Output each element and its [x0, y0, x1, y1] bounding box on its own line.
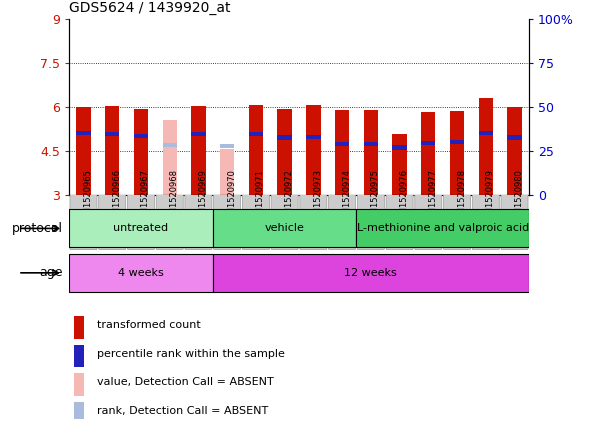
FancyBboxPatch shape: [501, 195, 528, 250]
Bar: [364, 142, 378, 146]
FancyBboxPatch shape: [213, 195, 240, 250]
FancyBboxPatch shape: [99, 195, 126, 250]
Bar: [76, 107, 91, 195]
FancyBboxPatch shape: [70, 195, 97, 250]
Text: GSM1520965: GSM1520965: [84, 169, 93, 225]
Text: GSM1520973: GSM1520973: [313, 169, 322, 225]
Text: GSM1520966: GSM1520966: [112, 169, 121, 225]
Text: transformed count: transformed count: [97, 320, 201, 330]
Bar: [335, 110, 349, 195]
Text: age: age: [40, 266, 63, 279]
FancyBboxPatch shape: [415, 195, 442, 250]
Bar: [249, 132, 263, 136]
FancyBboxPatch shape: [271, 195, 298, 250]
FancyBboxPatch shape: [444, 195, 471, 250]
Text: 4 weeks: 4 weeks: [118, 268, 164, 278]
Text: value, Detection Call = ABSENT: value, Detection Call = ABSENT: [97, 377, 273, 387]
Bar: [162, 120, 177, 195]
Bar: [392, 134, 407, 195]
FancyBboxPatch shape: [472, 195, 499, 250]
Bar: [478, 131, 493, 135]
Bar: [450, 140, 464, 144]
Text: untreated: untreated: [114, 223, 168, 233]
FancyBboxPatch shape: [386, 195, 413, 250]
Text: GSM1520980: GSM1520980: [514, 169, 523, 225]
Bar: [507, 135, 522, 140]
Bar: [356, 209, 529, 247]
Bar: [134, 134, 148, 138]
Bar: [213, 209, 356, 247]
Bar: [74, 344, 84, 367]
FancyBboxPatch shape: [329, 195, 356, 250]
Text: rank, Detection Call = ABSENT: rank, Detection Call = ABSENT: [97, 406, 268, 416]
FancyBboxPatch shape: [185, 195, 212, 250]
Bar: [134, 109, 148, 195]
Text: 12 weeks: 12 weeks: [344, 268, 397, 278]
Bar: [191, 132, 206, 136]
FancyBboxPatch shape: [300, 195, 327, 250]
Bar: [69, 254, 213, 292]
Text: GSM1520967: GSM1520967: [141, 169, 150, 225]
Bar: [191, 106, 206, 195]
Bar: [306, 105, 320, 195]
Text: GSM1520976: GSM1520976: [400, 169, 409, 225]
Text: percentile rank within the sample: percentile rank within the sample: [97, 349, 285, 359]
Bar: [220, 149, 234, 195]
Bar: [478, 98, 493, 195]
Text: GSM1520974: GSM1520974: [342, 169, 351, 225]
Bar: [421, 112, 436, 195]
Text: GSM1520969: GSM1520969: [198, 169, 207, 225]
Bar: [364, 110, 378, 195]
Text: GSM1520971: GSM1520971: [256, 169, 265, 225]
Bar: [335, 142, 349, 146]
Bar: [249, 105, 263, 195]
Bar: [278, 135, 292, 140]
Text: GSM1520970: GSM1520970: [227, 169, 236, 225]
Bar: [76, 131, 91, 135]
Bar: [507, 107, 522, 195]
Text: GSM1520972: GSM1520972: [285, 169, 294, 225]
Bar: [421, 141, 436, 146]
Bar: [213, 254, 529, 292]
Bar: [69, 209, 213, 247]
Bar: [450, 111, 464, 195]
Text: GSM1520968: GSM1520968: [169, 169, 178, 225]
Text: vehicle: vehicle: [264, 223, 305, 233]
Bar: [278, 109, 292, 195]
Bar: [74, 316, 84, 339]
Bar: [306, 135, 320, 139]
Text: GSM1520978: GSM1520978: [457, 169, 466, 225]
FancyBboxPatch shape: [358, 195, 385, 250]
Bar: [105, 106, 120, 195]
FancyBboxPatch shape: [127, 195, 154, 250]
Text: L-methionine and valproic acid: L-methionine and valproic acid: [356, 223, 529, 233]
Bar: [74, 402, 84, 423]
FancyBboxPatch shape: [156, 195, 183, 250]
FancyBboxPatch shape: [242, 195, 269, 250]
Bar: [162, 143, 177, 147]
Bar: [105, 132, 120, 136]
Text: GSM1520975: GSM1520975: [371, 169, 380, 225]
Text: GDS5624 / 1439920_at: GDS5624 / 1439920_at: [69, 1, 231, 15]
Bar: [74, 373, 84, 396]
Text: GSM1520977: GSM1520977: [429, 169, 438, 225]
Bar: [220, 144, 234, 148]
Bar: [392, 146, 407, 150]
Text: protocol: protocol: [12, 222, 63, 235]
Text: GSM1520979: GSM1520979: [486, 169, 495, 225]
